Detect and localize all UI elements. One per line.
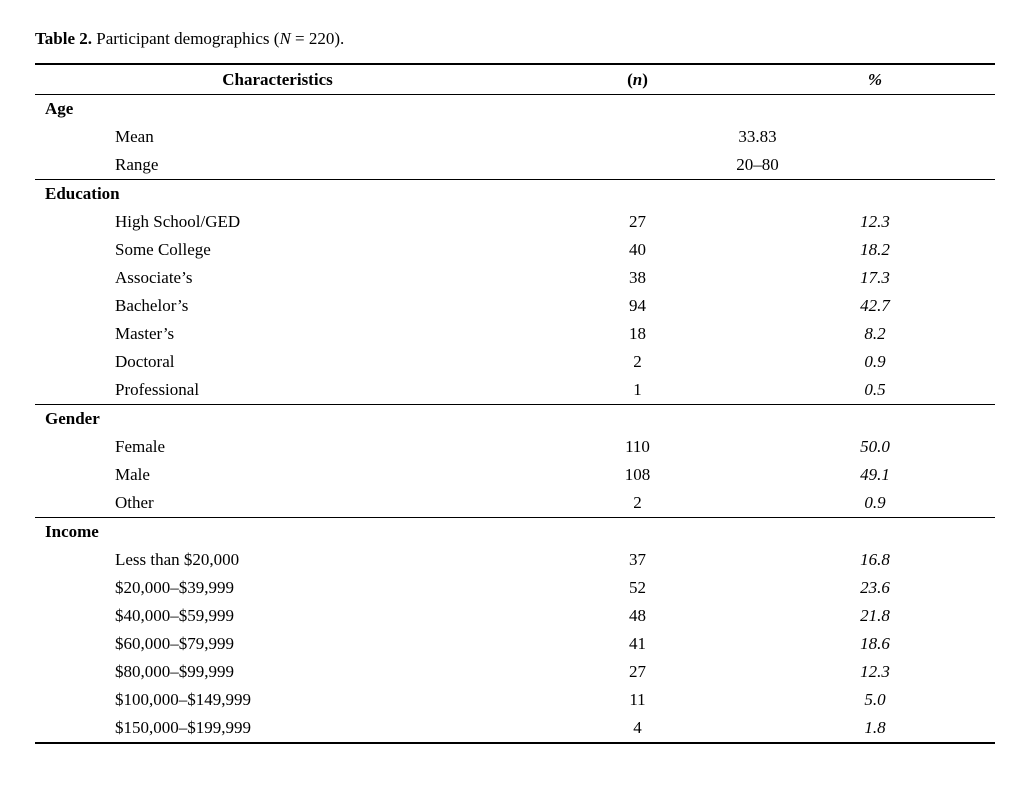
table-row: Some College 40 18.2: [35, 236, 995, 264]
row-label: $80,000–$99,999: [115, 662, 234, 681]
percent-value: 23.6: [860, 578, 890, 597]
row-label: $100,000–$149,999: [115, 690, 251, 709]
n-value: 2: [633, 352, 642, 371]
percent-value: 12.3: [860, 662, 890, 681]
percent-value: 18.2: [860, 240, 890, 259]
row-label: Other: [35, 489, 520, 518]
demographics-table: Characteristics (n) % Age Mean 33.83 Range 2…: [35, 63, 995, 744]
table-row: $40,000–$59,999 48 21.8: [35, 602, 995, 630]
merged-value: 20–80: [520, 151, 995, 180]
row-label: $20,000–$39,999: [115, 578, 234, 597]
percent-value: 17.3: [860, 268, 890, 287]
column-header-characteristics: Characteristics: [35, 64, 520, 95]
percent-value: 0.5: [755, 376, 995, 405]
row-label: Associate’s: [115, 268, 193, 287]
row-label: Professional: [35, 376, 520, 405]
section-age: Age Mean 33.83 Range 20–80: [35, 95, 995, 180]
n-value: 52: [629, 578, 646, 597]
section-gender: Gender Female 110 50.0 Male 108 49.1 Other 2 0.9: [35, 405, 995, 518]
section-header-row: Education: [35, 180, 995, 209]
table-row: Other 2 0.9: [35, 489, 995, 518]
percent-value: 0.9: [755, 489, 995, 518]
table-caption-text: Participant demographics (N = 220).: [96, 29, 345, 48]
table-row: High School/GED 27 12.3: [35, 208, 995, 236]
table-row: Less than $20,000 37 16.8: [35, 546, 995, 574]
section-name: Age: [45, 99, 74, 118]
table-row: $60,000–$79,999 41 18.6: [35, 630, 995, 658]
section-name: Education: [45, 184, 120, 203]
section-header-row: Income: [35, 518, 995, 547]
n-value: 27: [629, 662, 646, 681]
n-value: 38: [629, 268, 646, 287]
row-label: High School/GED: [115, 212, 241, 231]
percent-value: 42.7: [860, 296, 890, 315]
row-label: $60,000–$79,999: [115, 634, 234, 653]
caption-n-symbol: N: [279, 29, 291, 48]
row-label: Male: [115, 465, 150, 484]
percent-value: 18.6: [860, 634, 890, 653]
row-label: Some College: [115, 240, 211, 259]
table-row: Doctoral 2 0.9: [35, 348, 995, 376]
percent-value: 1.8: [755, 714, 995, 744]
merged-value: 33.83: [738, 127, 777, 146]
section-header-row: Gender: [35, 405, 995, 434]
percent-value: 0.9: [864, 352, 886, 371]
table-row: $80,000–$99,999 27 12.3: [35, 658, 995, 686]
percent-value: 8.2: [864, 324, 886, 343]
section-header-row: Age: [35, 95, 995, 124]
table-row: Range 20–80: [35, 151, 995, 180]
n-value: 37: [629, 550, 646, 569]
section-income: Income Less than $20,000 37 16.8 $20,000–$39…: [35, 518, 995, 744]
n-value: 108: [624, 465, 651, 484]
table-caption: Table 2. Participant demographics (N = 2…: [35, 28, 995, 50]
n-value: 110: [625, 437, 650, 456]
row-label: $150,000–$199,999: [35, 714, 520, 744]
section-name: Income: [45, 522, 99, 541]
percent-value: 49.1: [860, 465, 890, 484]
table-header: Characteristics (n) %: [35, 64, 995, 95]
row-label: Doctoral: [115, 352, 175, 371]
row-label: Less than $20,000: [115, 550, 240, 569]
column-header-percent: %: [755, 64, 995, 95]
n-value: 41: [629, 634, 646, 653]
row-label: Bachelor’s: [115, 296, 189, 315]
percent-value: 16.8: [860, 550, 890, 569]
table-row: $20,000–$39,999 52 23.6: [35, 574, 995, 602]
table-row: Mean 33.83: [35, 123, 995, 151]
table-row: Female 110 50.0: [35, 433, 995, 461]
table-caption-label: Table 2.: [35, 29, 93, 48]
table-row: Associate’s 38 17.3: [35, 264, 995, 292]
n-value: 94: [629, 296, 646, 315]
section-name: Gender: [45, 409, 100, 428]
table-row: Master’s 18 8.2: [35, 320, 995, 348]
table-row: $100,000–$149,999 11 5.0: [35, 686, 995, 714]
column-header-n: (n): [520, 64, 755, 95]
table-row: Professional 1 0.5: [35, 376, 995, 405]
n-value: 27: [629, 212, 646, 231]
percent-value: 50.0: [860, 437, 890, 456]
row-label: Mean: [115, 127, 154, 146]
n-value: 4: [520, 714, 755, 744]
percent-value: 5.0: [864, 690, 886, 709]
table-row: Male 108 49.1: [35, 461, 995, 489]
n-value: 18: [629, 324, 646, 343]
n-value: 1: [520, 376, 755, 405]
header-row: Characteristics (n) %: [35, 64, 995, 95]
table-row: $150,000–$199,999 4 1.8: [35, 714, 995, 744]
n-value: 48: [629, 606, 646, 625]
n-value: 11: [629, 690, 646, 709]
percent-value: 12.3: [860, 212, 890, 231]
percent-value: 21.8: [860, 606, 890, 625]
row-label: $40,000–$59,999: [115, 606, 234, 625]
n-value: 40: [629, 240, 646, 259]
n-value: 2: [520, 489, 755, 518]
row-label: Range: [35, 151, 520, 180]
row-label: Female: [115, 437, 166, 456]
table-row: Bachelor’s 94 42.7: [35, 292, 995, 320]
section-education: Education High School/GED 27 12.3 Some Colle…: [35, 180, 995, 405]
row-label: Master’s: [115, 324, 175, 343]
